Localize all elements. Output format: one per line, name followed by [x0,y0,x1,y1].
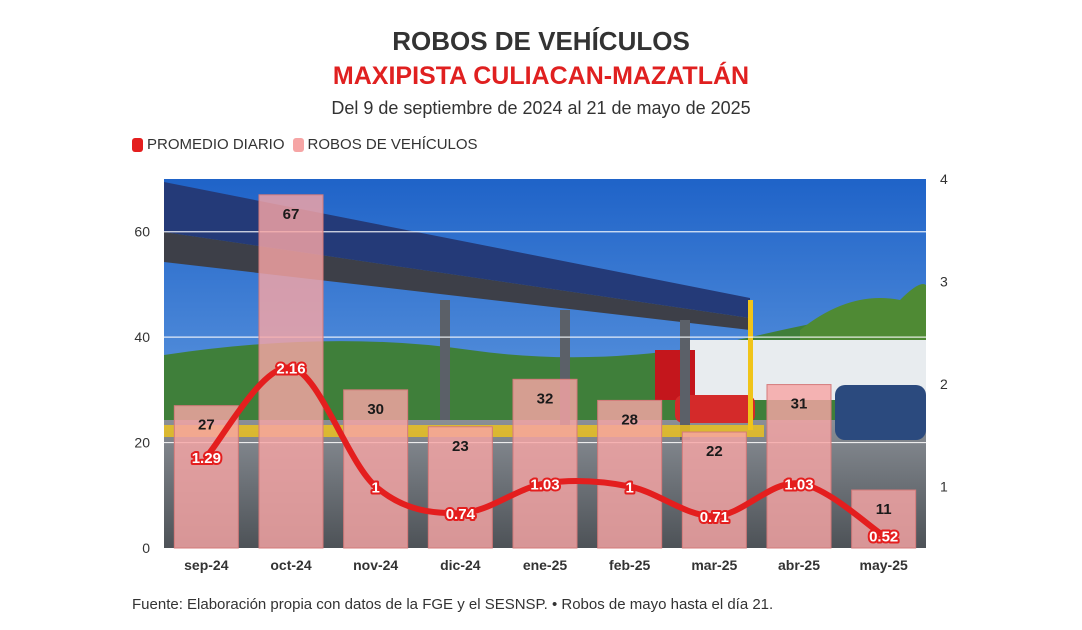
bar-value-label: 30 [367,401,384,418]
car-blue [835,385,926,440]
car-red [675,395,755,423]
chart-title: ROBOS DE VEHÍCULOS [392,26,690,56]
bar [597,399,663,549]
bar [343,389,409,549]
bar-value-label: 11 [876,501,892,518]
bar-value-label: 67 [283,206,300,223]
line-point-label: 1 [371,480,379,497]
bar-value-label: 28 [621,411,638,428]
source-note: Fuente: Elaboración propia con datos de … [132,596,774,613]
legend-item-bar: ROBOS DE VEHÍCULOS [292,136,478,153]
legend-swatch-bar [292,137,304,152]
line-point-label: 0.71 [700,509,729,526]
y-left-tick-label: 40 [134,329,150,345]
line-point-label: 1.29 [192,450,221,467]
y-left-tick-label: 20 [134,435,150,451]
line-point-label: 1 [625,480,633,497]
y-right-tick-label: 4 [940,171,948,187]
line-point-label: 1.03 [530,476,559,493]
y-left-tick-label: 60 [134,224,150,240]
toll-pillar [680,320,690,440]
x-tick-label: dic-24 [440,557,481,573]
x-tick-label: ene-25 [523,557,568,573]
bar [681,431,747,549]
bar-value-label: 22 [706,443,723,460]
legend-swatch-line [132,137,143,152]
x-tick-label: sep-24 [184,557,229,573]
y-left-tick-label: 0 [142,540,150,556]
x-tick-label: feb-25 [609,557,650,573]
legend-item-line: PROMEDIO DIARIO [132,136,285,153]
y-right-tick-label: 2 [940,376,948,392]
line-point-label: 2.16 [276,361,305,378]
bar [512,378,578,549]
bar-value-label: 31 [791,396,808,413]
chart-subtitle: MAXIPISTA CULIACAN-MAZATLÁN [332,62,750,90]
barrier-pole [748,300,753,430]
x-tick-label: oct-24 [270,557,311,573]
x-tick-label: mar-25 [691,557,737,573]
bar [427,426,493,549]
toll-pillar [440,300,450,420]
legend-label-bar: ROBOS DE VEHÍCULOS [307,136,478,153]
line-point-label: 0.74 [446,506,476,523]
bar-value-label: 23 [452,438,469,455]
y-right-tick-label: 3 [940,274,948,290]
bar-value-label: 27 [198,417,215,434]
line-series [203,364,887,539]
legend-label-line: PROMEDIO DIARIO [147,136,285,153]
line-point-label: 1.03 [784,476,813,493]
legend: PROMEDIO DIARIO ROBOS DE VEHÍCULOS [132,136,486,153]
x-tick-label: abr-25 [778,557,820,573]
x-tick-label: nov-24 [353,557,398,573]
y-right-tick-label: 1 [940,479,948,495]
line-point-label: 0.52 [869,529,898,546]
toll-pillar [560,310,570,430]
x-tick-label: may-25 [860,557,908,573]
bar-value-label: 32 [537,390,554,407]
date-range: Del 9 de septiembre de 2024 al 21 de may… [331,98,751,118]
bar [258,194,324,549]
bar [766,384,832,549]
